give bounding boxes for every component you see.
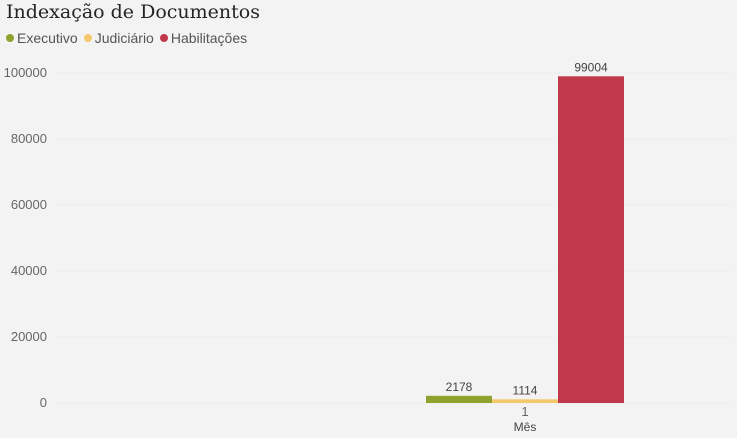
legend-marker-executivo	[6, 34, 14, 42]
x-tick-label-0: 1	[521, 404, 528, 419]
legend-label-judiciario: Judiciário	[94, 30, 154, 46]
legend-label-executivo: Executivo	[17, 30, 78, 46]
legend-item-habilitacoes[interactable]: Habilitações	[159, 30, 248, 46]
data-label-judiciário: 1114	[513, 383, 538, 397]
bar-judiciário	[492, 399, 558, 403]
chart-title: Indexação de Documentos	[6, 1, 260, 23]
y-tick-label-3: 60000	[11, 197, 47, 212]
data-label-executivo: 2178	[446, 380, 473, 394]
x-axis-title: Mês	[514, 420, 537, 434]
bar-executivo	[426, 395, 492, 403]
legend-label-habilitacoes: Habilitações	[170, 30, 248, 46]
legend: Executivo Judiciário Habilitações	[6, 30, 253, 46]
y-tick-label-2: 40000	[11, 263, 47, 278]
data-label-habilitações: 99004	[574, 60, 608, 74]
legend-marker-judiciario	[83, 34, 92, 42]
legend-marker-habilitacoes	[159, 34, 168, 42]
y-tick-label-4: 80000	[11, 131, 47, 146]
legend-item-judiciario[interactable]: Judiciário	[83, 30, 154, 46]
y-tick-label-1: 20000	[11, 329, 47, 344]
y-tick-label-5: 100000	[4, 65, 47, 80]
y-tick-label-0: 0	[40, 395, 47, 410]
legend-item-executivo[interactable]: Executivo	[6, 30, 78, 46]
bar-habilitações	[558, 76, 624, 403]
